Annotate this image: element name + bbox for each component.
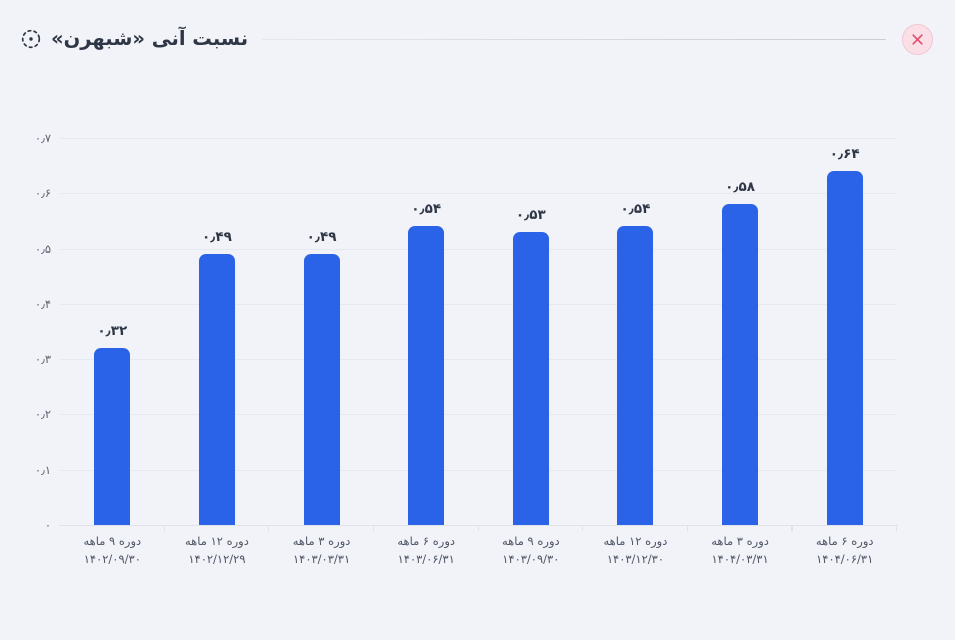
bar-value-label: ۰٫۵۳ <box>515 207 546 223</box>
bar-value-label: ۰٫۴۹ <box>306 229 337 246</box>
y-axis-tick-label: ۰٫۲ <box>34 407 51 422</box>
gridline <box>60 248 897 250</box>
bar-slot: ۰٫۵۴ <box>583 138 688 531</box>
gridline <box>60 193 897 195</box>
gridline <box>60 359 897 361</box>
y-axis-tick-label: ۰ <box>44 518 51 532</box>
chart-header: نسبت آنی «شبهرن» <box>0 0 955 78</box>
y-axis-tick-label: ۰٫۷ <box>34 131 51 145</box>
x-axis-tick-label: دوره ۳ ماهه ۱۴۰۴/۰۳/۳۱ <box>711 534 769 566</box>
bar-slot: ۰٫۵۸ <box>688 138 793 531</box>
y-axis-tick-label: ۰٫۴ <box>34 296 51 311</box>
bar[interactable]: ۰٫۵۴ <box>408 201 445 525</box>
bar[interactable]: ۰٫۵۸ <box>722 179 759 525</box>
bar[interactable]: ۰٫۴۹ <box>198 229 235 525</box>
plot-area: ۰ ۰٫۱ ۰٫۲ ۰٫۳ ۰٫۴ ۰٫۵ ۰٫۶ ۰٫۷ ۰٫۳۲ ۰٫۴۹ ۰٫۴۹ ۰٫۵۴ ۰… <box>35 131 898 532</box>
gridline <box>60 303 897 305</box>
y-axis-tick-label: ۰٫۶ <box>34 186 51 201</box>
close-button[interactable] <box>902 23 933 55</box>
close-icon <box>912 33 923 45</box>
bar-slot: ۰٫۵۳ <box>479 138 584 531</box>
title-group: نسبت آنی «شبهرن» <box>20 28 248 50</box>
bar-slot: ۰٫۶۴ <box>792 138 897 531</box>
x-axis-tick-label: دوره ۹ ماهه ۱۴۰۳/۰۹/۳۰ <box>501 534 560 566</box>
x-axis-tick-label: دوره ۳ ماهه ۱۴۰۳/۰۳/۳۱ <box>292 534 351 566</box>
bar-value-label: ۰٫۳۲ <box>97 323 128 340</box>
bar-slot: ۰٫۴۹ <box>165 138 270 531</box>
bar[interactable]: ۰٫۶۴ <box>826 146 863 525</box>
bar-value-label: ۰٫۶۴ <box>829 146 860 163</box>
x-axis-tick-label: دوره ۱۲ ماهه ۱۴۰۲/۱۲/۲۹ <box>185 534 249 566</box>
bar-slot: ۰٫۳۲ <box>60 138 165 531</box>
bar[interactable]: ۰٫۳۲ <box>94 323 131 525</box>
bar-value-label: ۰٫۴۹ <box>202 229 232 246</box>
chart-card: ۰ ۰٫۱ ۰٫۲ ۰٫۳ ۰٫۴ ۰٫۵ ۰٫۶ ۰٫۷ ۰٫۳۲ ۰٫۴۹ ۰٫۴۹ ۰٫۵۴ ۰… <box>0 78 955 640</box>
bar[interactable]: ۰٫۵۴ <box>617 201 654 525</box>
bar-slot: ۰٫۵۴ <box>374 138 479 531</box>
x-axis-tick-label: دوره ۶ ماهه ۱۴۰۴/۰۶/۳۱ <box>815 534 874 566</box>
gridline <box>60 469 897 471</box>
x-axis-tick-labels: دوره ۹ ماهه ۱۴۰۲/۰۹/۳۰ دوره ۱۲ ماهه ۱۴۰۲/۱۲… <box>60 533 897 569</box>
bar-value-label: ۰٫۵۸ <box>725 179 755 196</box>
gridline <box>60 414 897 416</box>
y-axis-tick-label: ۰٫۳ <box>34 352 51 367</box>
bar-series: ۰٫۳۲ ۰٫۴۹ ۰٫۴۹ ۰٫۵۴ ۰٫۵۳ ۰٫۵۴ ۰٫۵۸ ۰٫۶۴ <box>60 138 897 531</box>
bar[interactable]: ۰٫۵۳ <box>512 207 549 525</box>
x-axis-line <box>59 525 898 526</box>
x-axis-tick-label: دوره ۶ ماهه ۱۴۰۳/۰۶/۳۱ <box>397 534 456 566</box>
gridline <box>60 138 897 139</box>
bar-value-label: ۰٫۵۴ <box>411 201 442 218</box>
target-icon <box>20 28 42 50</box>
page-title: نسبت آنی «شبهرن» <box>51 27 249 51</box>
x-axis-tick-label: دوره ۱۲ ماهه ۱۴۰۳/۱۲/۳۰ <box>603 534 668 566</box>
y-axis-tick-label: ۰٫۵ <box>34 241 51 256</box>
y-axis-tick-label: ۰٫۱ <box>34 462 51 477</box>
header-divider <box>262 38 886 40</box>
bar-slot: ۰٫۴۹ <box>269 138 374 531</box>
bar-value-label: ۰٫۵۴ <box>620 201 651 218</box>
x-axis-tick-label: دوره ۹ ماهه ۱۴۰۲/۰۹/۳۰ <box>83 534 142 566</box>
bar[interactable]: ۰٫۴۹ <box>303 229 340 525</box>
